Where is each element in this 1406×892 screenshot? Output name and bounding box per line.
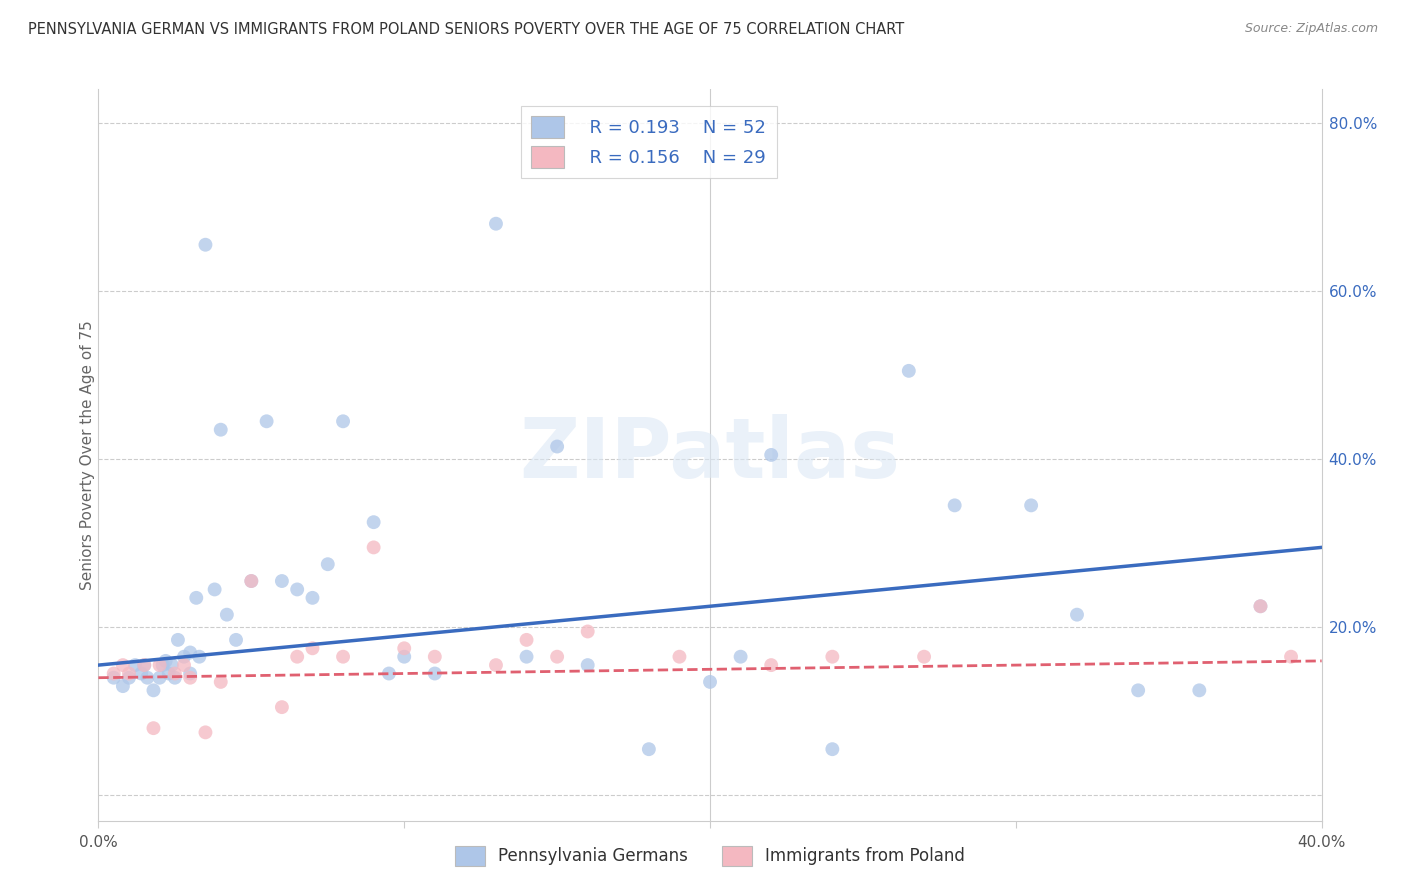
Point — [136, 671, 159, 685]
Point — [186, 591, 208, 605]
Point — [225, 632, 247, 647]
Point — [155, 654, 177, 668]
Point — [173, 649, 195, 664]
Point — [546, 649, 568, 664]
Point — [423, 649, 446, 664]
Point — [179, 671, 201, 685]
Point — [215, 607, 238, 622]
Point — [546, 440, 568, 454]
Point — [1066, 607, 1088, 622]
Point — [516, 649, 538, 664]
Point — [699, 674, 721, 689]
Text: Source: ZipAtlas.com: Source: ZipAtlas.com — [1244, 22, 1378, 36]
Point — [194, 237, 217, 252]
Point — [1128, 683, 1150, 698]
Point — [163, 666, 186, 681]
Point — [157, 666, 180, 681]
Point — [821, 742, 844, 756]
Point — [118, 666, 141, 681]
Point — [332, 649, 354, 664]
Point — [188, 649, 211, 664]
Point — [152, 658, 174, 673]
Point — [759, 658, 782, 673]
Point — [124, 658, 146, 673]
Point — [668, 649, 690, 664]
Point — [363, 515, 385, 529]
Point — [194, 725, 217, 739]
Point — [160, 658, 183, 673]
Point — [301, 641, 323, 656]
Point — [204, 582, 226, 597]
Point — [142, 683, 165, 698]
Point — [149, 671, 172, 685]
Point — [516, 632, 538, 647]
Point — [1249, 599, 1271, 614]
Point — [134, 658, 156, 673]
Legend: Pennsylvania Germans, Immigrants from Poland: Pennsylvania Germans, Immigrants from Po… — [447, 838, 973, 874]
Point — [1188, 683, 1211, 698]
Point — [111, 658, 134, 673]
Point — [179, 645, 201, 659]
Point — [485, 658, 508, 673]
Point — [163, 671, 186, 685]
Point — [285, 649, 308, 664]
Point — [240, 574, 263, 588]
Point — [1019, 499, 1042, 513]
Point — [1249, 599, 1271, 614]
Point — [129, 666, 152, 681]
Point — [142, 721, 165, 735]
Point — [285, 582, 308, 597]
Point — [912, 649, 935, 664]
Point — [111, 679, 134, 693]
Point — [134, 658, 156, 673]
Point — [179, 666, 201, 681]
Point — [897, 364, 920, 378]
Point — [332, 414, 354, 428]
Text: PENNSYLVANIA GERMAN VS IMMIGRANTS FROM POLAND SENIORS POVERTY OVER THE AGE OF 75: PENNSYLVANIA GERMAN VS IMMIGRANTS FROM P… — [28, 22, 904, 37]
Point — [270, 700, 292, 714]
Y-axis label: Seniors Poverty Over the Age of 75: Seniors Poverty Over the Age of 75 — [80, 320, 94, 590]
Point — [167, 632, 190, 647]
Point — [316, 558, 339, 572]
Point — [485, 217, 508, 231]
Text: ZIPatlas: ZIPatlas — [520, 415, 900, 495]
Point — [821, 649, 844, 664]
Point — [943, 499, 966, 513]
Point — [173, 658, 195, 673]
Point — [423, 666, 446, 681]
Point — [256, 414, 278, 428]
Point — [270, 574, 292, 588]
Point — [118, 671, 141, 685]
Point — [392, 649, 416, 664]
Point — [392, 641, 416, 656]
Point — [378, 666, 401, 681]
Point — [209, 423, 232, 437]
Point — [209, 674, 232, 689]
Point — [103, 671, 125, 685]
Point — [240, 574, 263, 588]
Point — [576, 658, 599, 673]
Point — [363, 541, 385, 555]
Point — [103, 666, 125, 681]
Point — [1279, 649, 1302, 664]
Point — [730, 649, 752, 664]
Point — [149, 658, 172, 673]
Point — [576, 624, 599, 639]
Point — [301, 591, 323, 605]
Point — [759, 448, 782, 462]
Point — [637, 742, 661, 756]
